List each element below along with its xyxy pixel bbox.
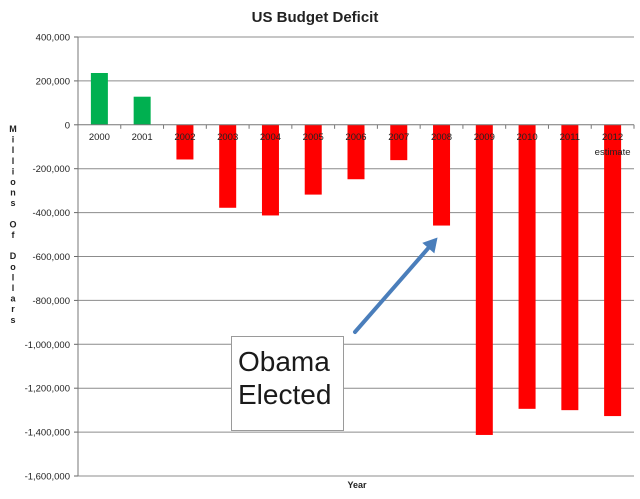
bar-2000: [90, 72, 108, 125]
y-axis-label-char: a: [10, 294, 16, 304]
y-axis-label-char: M: [9, 124, 17, 134]
y-axis-label-char: i: [12, 166, 15, 176]
y-tick-label: -1,600,000: [25, 472, 70, 483]
y-tick-label: -1,400,000: [25, 428, 70, 439]
x-category-label: 2001: [132, 132, 153, 143]
y-axis-label-char: s: [10, 198, 15, 208]
bar-2002: [176, 124, 194, 160]
chart-title: US Budget Deficit: [252, 9, 379, 26]
y-tick-label: 200,000: [36, 76, 70, 87]
annotation-arrow: [353, 237, 438, 334]
x-category-label: 2011: [560, 132, 580, 143]
y-axis-label-char: f: [12, 230, 16, 240]
x-category-label: 2000: [89, 132, 110, 143]
x-category-label: 2008: [431, 132, 452, 143]
gridlines: [78, 36, 634, 477]
y-tick-label: -800,000: [32, 296, 70, 307]
bar-2004: [261, 124, 279, 216]
x-category-label: 2004: [260, 132, 281, 143]
annotation-line-2: Elected: [238, 379, 332, 410]
x-category-label: 2006: [345, 132, 366, 143]
x-axis-categories: 2000 2001 2002 2003 2004 2005 2006 2007 2008 2009…: [89, 132, 623, 143]
bars: [90, 72, 622, 435]
bar-2006: [347, 124, 365, 180]
axes: [77, 37, 635, 476]
x-category-label: 2010: [517, 132, 538, 143]
y-axis-ticks: 400,000 200,000 0 -200,000 -400,000 -600,000 -…: [25, 33, 78, 483]
y-axis-label-char: s: [10, 315, 15, 325]
bar-2007: [390, 124, 408, 161]
bar-2008: [433, 124, 451, 226]
bar-2005: [304, 124, 322, 195]
x-category-label: 2002: [174, 132, 195, 143]
bar-2009: [475, 124, 493, 435]
x-category-label: 2012: [602, 132, 623, 143]
bar-2001: [133, 96, 151, 125]
bar-2012: [604, 124, 622, 417]
bar-2011: [561, 124, 579, 411]
y-tick-label: -600,000: [32, 252, 70, 263]
arrow-shaft: [353, 246, 431, 334]
annotation-box: Obama Elected: [231, 336, 344, 431]
y-axis-label-char: o: [10, 262, 16, 272]
x-axis-label: Year: [347, 480, 367, 490]
y-axis-label-char: D: [10, 251, 17, 261]
y-axis-label-char: l: [12, 283, 15, 293]
annotation-line-1: Obama: [238, 346, 330, 377]
y-axis-label-char: l: [12, 156, 15, 166]
y-axis-label-char: i: [12, 135, 15, 145]
y-axis-label-char: l: [12, 145, 15, 155]
bar-2003: [219, 124, 237, 208]
x-category-label: 2003: [217, 132, 238, 143]
y-tick-label: 0: [65, 120, 70, 131]
y-axis-label-char: o: [10, 177, 16, 187]
y-tick-label: 400,000: [36, 33, 70, 44]
y-tick-label: -1,000,000: [25, 340, 70, 351]
y-axis-label-char: l: [12, 272, 15, 282]
y-tick-label: -200,000: [32, 164, 70, 175]
x-category-label: 2009: [474, 132, 495, 143]
x-category-label: 2007: [388, 132, 409, 143]
y-axis-label-char: r: [11, 304, 15, 314]
y-axis-label-char: O: [9, 219, 16, 229]
y-tick-label: -400,000: [32, 208, 70, 219]
arrow-head: [422, 237, 438, 254]
x-category-label: 2005: [303, 132, 324, 143]
category-note: estimate: [595, 147, 631, 158]
y-axis-label-char: n: [10, 188, 16, 198]
bar-2010: [518, 124, 536, 409]
y-tick-label: -1,200,000: [25, 384, 70, 395]
